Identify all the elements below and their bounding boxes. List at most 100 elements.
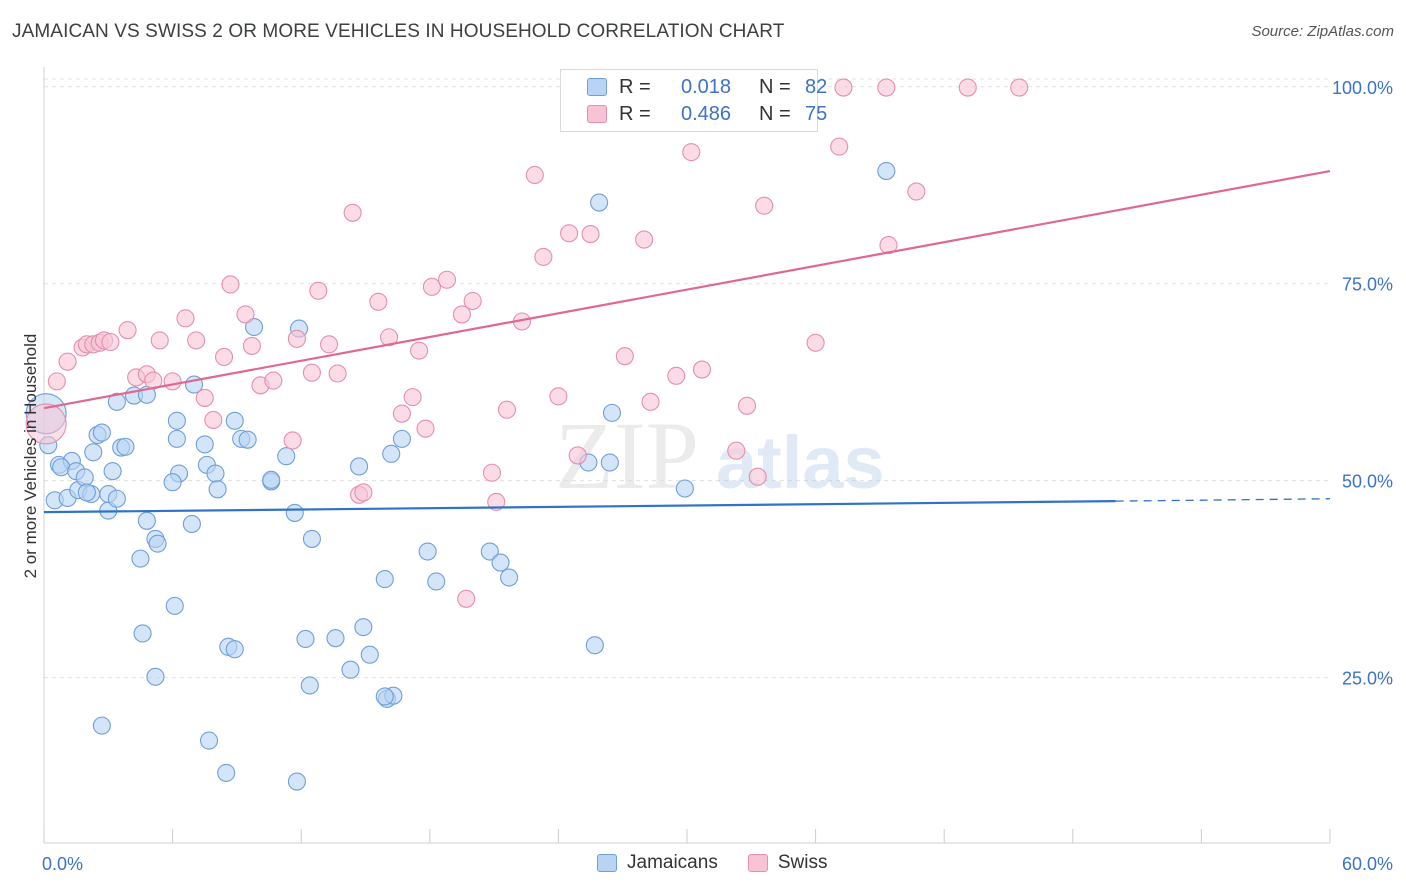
swiss-point xyxy=(452,305,472,324)
legend-n-label: N = xyxy=(759,75,791,98)
jamaicans-point xyxy=(480,542,499,561)
jamaicans-point xyxy=(302,529,321,548)
legend-item-jamaicans[interactable]: Jamaicans xyxy=(597,852,718,874)
jamaicans-point xyxy=(238,430,257,449)
swiss-swatch xyxy=(747,854,768,872)
jamaicans-point xyxy=(146,667,165,686)
jamaicans-point xyxy=(84,443,103,462)
jamaicans-point xyxy=(585,636,604,655)
jamaicans-point xyxy=(427,572,446,591)
jamaicans-point xyxy=(350,457,369,476)
swiss-point xyxy=(437,270,456,289)
x-tick-label: 0.0% xyxy=(42,854,83,874)
swiss-point xyxy=(101,332,120,352)
swiss-point xyxy=(163,372,182,391)
jamaicans-point xyxy=(107,489,126,508)
legend-row-jamaicans: R = 0.018 N = 82 xyxy=(587,73,827,101)
swiss-point xyxy=(727,441,746,460)
trend-layer xyxy=(43,169,1331,514)
jamaicans-point xyxy=(600,453,619,472)
jamaicans-point xyxy=(195,435,214,454)
y-tick-label: 75.0% xyxy=(1342,275,1393,295)
legend-n-label: N = xyxy=(759,102,791,125)
swiss-point xyxy=(195,388,214,407)
legend-item-swiss[interactable]: Swiss xyxy=(747,852,828,874)
swiss-point xyxy=(118,321,137,340)
legend-r-label: R = xyxy=(619,102,651,125)
legend-row-swiss: R = 0.486 N = 75 xyxy=(587,100,827,128)
swiss-point xyxy=(236,305,255,324)
jamaicans-point xyxy=(163,473,182,492)
swiss-point xyxy=(549,387,568,406)
swiss-point xyxy=(369,292,388,311)
legend-r-value: 0.486 xyxy=(681,102,732,125)
legend-r-value: 0.018 xyxy=(681,75,732,98)
swiss-point xyxy=(879,236,898,255)
swiss-point xyxy=(834,78,853,97)
swiss-point xyxy=(320,335,339,354)
jamaicans-point xyxy=(375,570,394,589)
jamaicans-trendline-extension xyxy=(1115,498,1331,502)
swiss-point xyxy=(309,281,328,300)
jamaicans-point xyxy=(418,542,437,561)
jamaicans-point xyxy=(206,464,225,483)
swiss-point xyxy=(302,363,321,382)
swiss-point xyxy=(176,309,195,328)
jamaicans-point xyxy=(326,629,345,648)
swiss-point xyxy=(25,403,67,445)
swiss-point xyxy=(487,492,506,511)
jamaicans-point xyxy=(287,772,306,791)
swiss-point xyxy=(497,400,517,419)
swiss-trendline xyxy=(43,169,1331,410)
swiss-point xyxy=(416,419,435,438)
swiss-point xyxy=(242,336,261,355)
swiss-point xyxy=(283,431,302,450)
swiss-point xyxy=(667,366,686,385)
chart-title: JAMAICAN VS SWISS 2 OR MORE VEHICLES IN … xyxy=(12,21,785,42)
axis-layer: 25.0% 50.0% 75.0% 100.0% 0.0% 60.0% xyxy=(42,67,1393,874)
jamaicans-swatch xyxy=(597,854,617,872)
jamaicans-point xyxy=(225,411,244,430)
swiss-point xyxy=(214,347,234,367)
swiss-point xyxy=(692,360,712,379)
jamaicans-point xyxy=(116,437,135,456)
source-credit: Source: ZipAtlas.com xyxy=(1251,23,1394,40)
jamaicans-point xyxy=(137,511,156,530)
jamaicans-point xyxy=(148,534,167,553)
legend-label-swiss: Swiss xyxy=(777,852,828,873)
swiss-point xyxy=(287,329,306,348)
swiss-point xyxy=(581,225,600,244)
swiss-point xyxy=(877,78,896,97)
swiss-point xyxy=(47,372,66,391)
jamaicans-point xyxy=(285,503,304,522)
y-tick-label: 25.0% xyxy=(1342,669,1393,689)
swiss-point xyxy=(204,410,223,430)
swiss-point xyxy=(150,331,169,350)
jamaicans-point xyxy=(602,403,622,422)
jamaicans-point xyxy=(675,479,694,498)
x-tick-label: 60.0% xyxy=(1342,854,1393,874)
jamaicans-point xyxy=(244,317,264,337)
swiss-point xyxy=(1010,78,1029,97)
swiss-point xyxy=(907,182,926,201)
points-layer xyxy=(25,78,1029,791)
swiss-point xyxy=(187,331,206,350)
series-legend: Jamaicans Swiss xyxy=(597,852,857,874)
jamaicans-point xyxy=(277,447,296,466)
y-axis-label: 2 or more Vehicles in Household xyxy=(21,334,40,579)
jamaicans-point xyxy=(167,429,186,448)
watermark-atlas: atlas xyxy=(716,421,885,504)
jamaicans-point xyxy=(590,193,609,212)
jamaicans-point xyxy=(167,411,186,430)
jamaicans-swatch xyxy=(587,78,607,96)
jamaicans-point xyxy=(341,660,360,679)
jamaicans-point xyxy=(199,731,219,750)
swiss-point xyxy=(380,328,399,347)
jamaicans-point xyxy=(52,458,71,477)
swiss-point xyxy=(635,230,654,249)
swiss-point xyxy=(264,371,283,390)
jamaicans-point xyxy=(877,161,896,181)
swiss-point xyxy=(806,333,825,352)
jamaicans-point xyxy=(382,444,401,463)
